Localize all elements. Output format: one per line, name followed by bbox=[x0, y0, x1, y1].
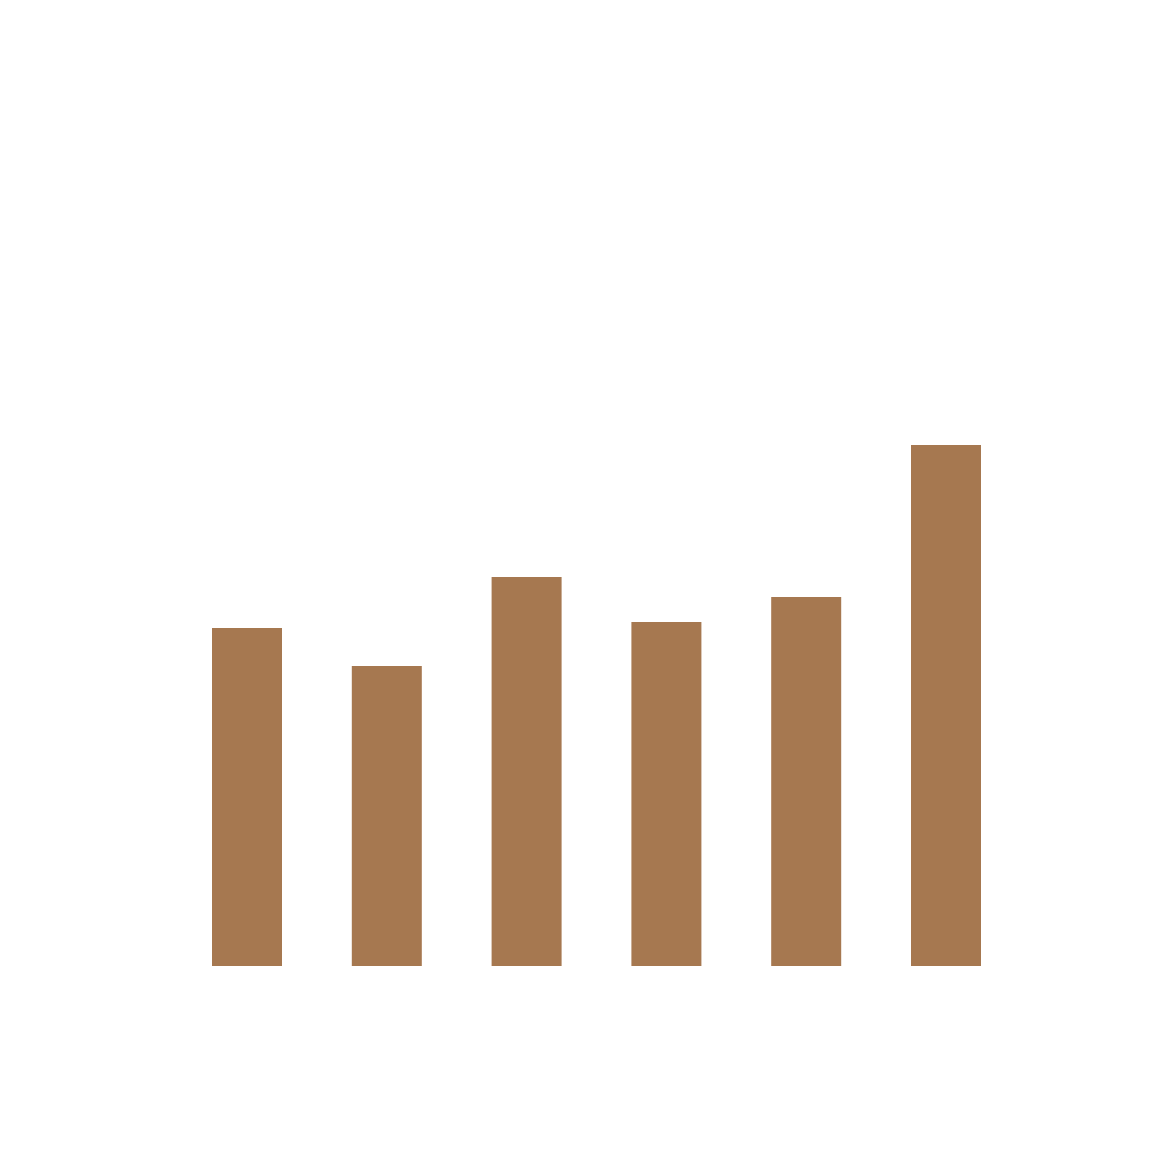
bar-1 bbox=[212, 628, 282, 966]
bar-3 bbox=[491, 577, 562, 966]
bar-5 bbox=[771, 597, 842, 966]
bar-2 bbox=[351, 666, 422, 966]
bars-layer bbox=[212, 445, 981, 966]
bar-6 bbox=[911, 445, 981, 966]
bar-4 bbox=[631, 622, 702, 966]
